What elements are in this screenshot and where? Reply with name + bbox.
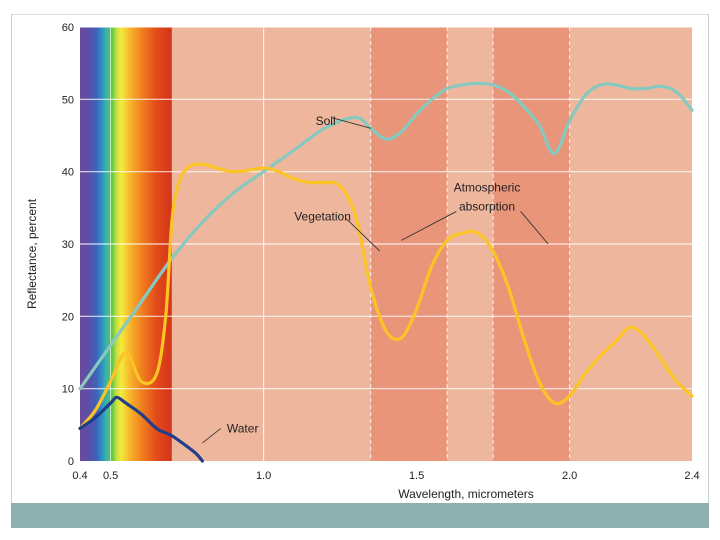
water-series-line	[78, 395, 204, 463]
y-tick-label-20: 20	[62, 311, 74, 323]
annotation-soil: Soil	[316, 114, 336, 128]
x-axis-ticks: 0.4 0.5 1.0 1.5 2.0 2.4	[72, 470, 699, 482]
annotations: Soil Vegetation Water Atmospheric absorption	[202, 114, 549, 444]
grid	[80, 26, 692, 461]
vegetation-series-line	[78, 162, 694, 430]
annotation-water: Water	[227, 421, 259, 435]
annotation-pointer-soil-1	[330, 116, 371, 129]
frame-left-line	[11, 14, 12, 514]
annotation-absorption: absorption	[459, 199, 515, 213]
annotation-pointer-vegetation-1	[345, 218, 381, 252]
x-tick-label-1.0: 1.0	[256, 470, 271, 482]
x-axis-title: Wavelength, micrometers	[398, 487, 534, 501]
x-tick-label-0.4: 0.4	[72, 470, 87, 482]
frame-top-line	[11, 14, 709, 15]
y-tick-label-30: 30	[62, 239, 74, 251]
y-axis-ticks: 0 10 20 30 40 50 60	[62, 22, 74, 468]
y-tick-label-0: 0	[68, 456, 74, 468]
annotation-pointer-absorption-1	[401, 211, 457, 241]
series	[78, 81, 694, 463]
x-tick-label-2.0: 2.0	[562, 470, 577, 482]
y-tick-label-40: 40	[62, 167, 74, 179]
x-tick-label-2.4: 2.4	[684, 470, 699, 482]
annotation-atmospheric: Atmospheric	[454, 181, 521, 195]
annotation-pointer-absorption-2	[520, 211, 549, 245]
soil-series-line	[78, 81, 694, 391]
y-axis-title: Reflectance, percent	[25, 198, 39, 309]
y-tick-label-50: 50	[62, 94, 74, 106]
frame-right-line	[708, 14, 709, 514]
y-tick-label-60: 60	[62, 22, 74, 34]
footer-bar	[11, 503, 709, 528]
band-boundaries	[370, 27, 571, 461]
annotation-pointer-water-1	[202, 428, 222, 444]
y-tick-label-10: 10	[62, 384, 74, 396]
annotation-vegetation: Vegetation	[294, 210, 351, 224]
x-tick-label-0.5: 0.5	[103, 470, 118, 482]
x-tick-label-1.5: 1.5	[409, 470, 424, 482]
